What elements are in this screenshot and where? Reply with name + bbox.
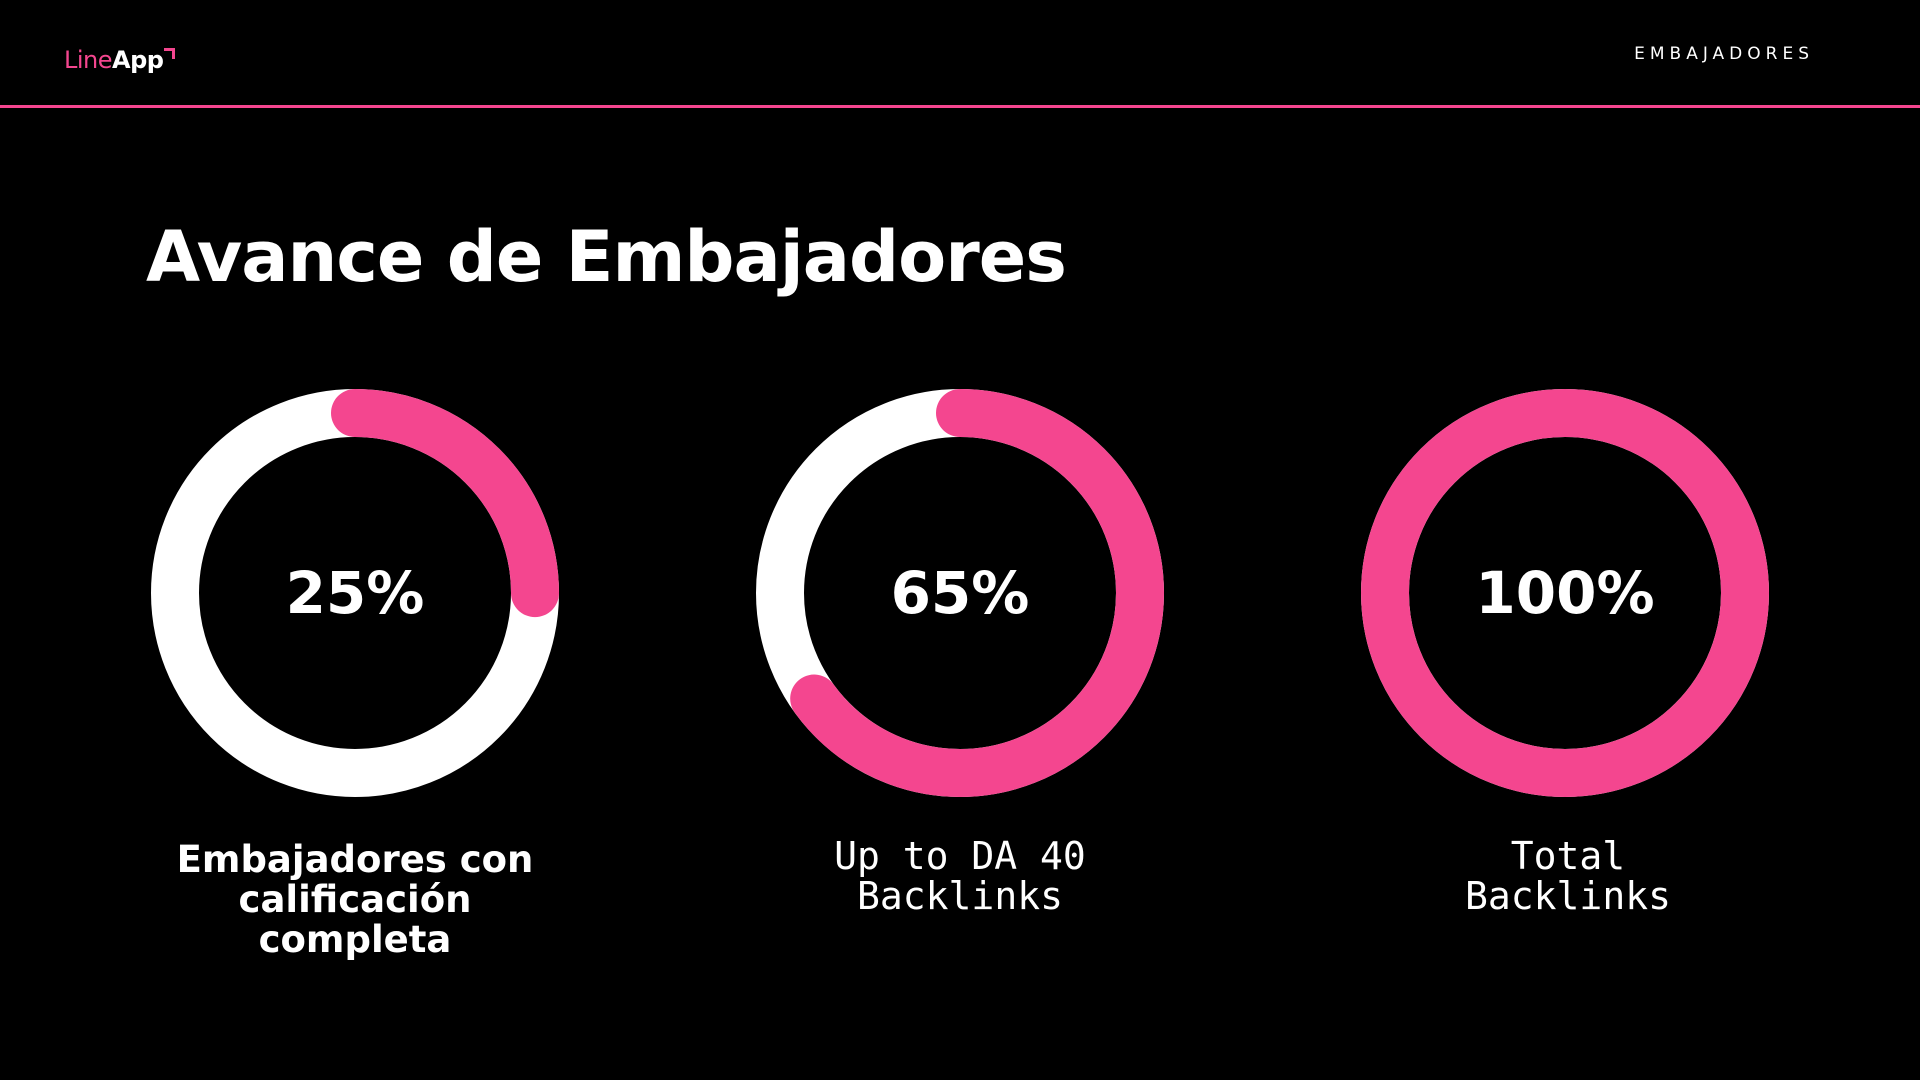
donut-da40: 65%: [756, 389, 1164, 797]
donut-total: 100%: [1361, 389, 1769, 797]
caption-da40-backlinks: Up to DA 40 Backlinks: [834, 834, 1086, 918]
donut-embajadores: 25%: [151, 389, 559, 797]
donut-value-label-da40: 65%: [891, 559, 1030, 627]
caption-embajadores-calificacion: Embajadores con calificación completa: [176, 838, 534, 961]
logo-line-text: Line: [64, 46, 113, 74]
lineapp-logo: Line App: [64, 42, 176, 78]
section-label: EMBAJADORES: [1634, 44, 1814, 64]
logo-app-text: App: [112, 46, 164, 74]
donut-arc-total: [1361, 389, 1769, 797]
donut-arc-embajadores: [151, 389, 559, 797]
page-title: Avance de Embajadores: [146, 216, 1067, 298]
logo-corner-icon: [164, 47, 176, 59]
donut-value-label-embajadores: 25%: [286, 559, 425, 627]
header-divider: [0, 105, 1920, 108]
donut-value-label-total: 100%: [1475, 559, 1654, 627]
caption-total-backlinks: Total Backlinks: [1465, 834, 1671, 918]
donut-arc-da40: [756, 389, 1164, 797]
